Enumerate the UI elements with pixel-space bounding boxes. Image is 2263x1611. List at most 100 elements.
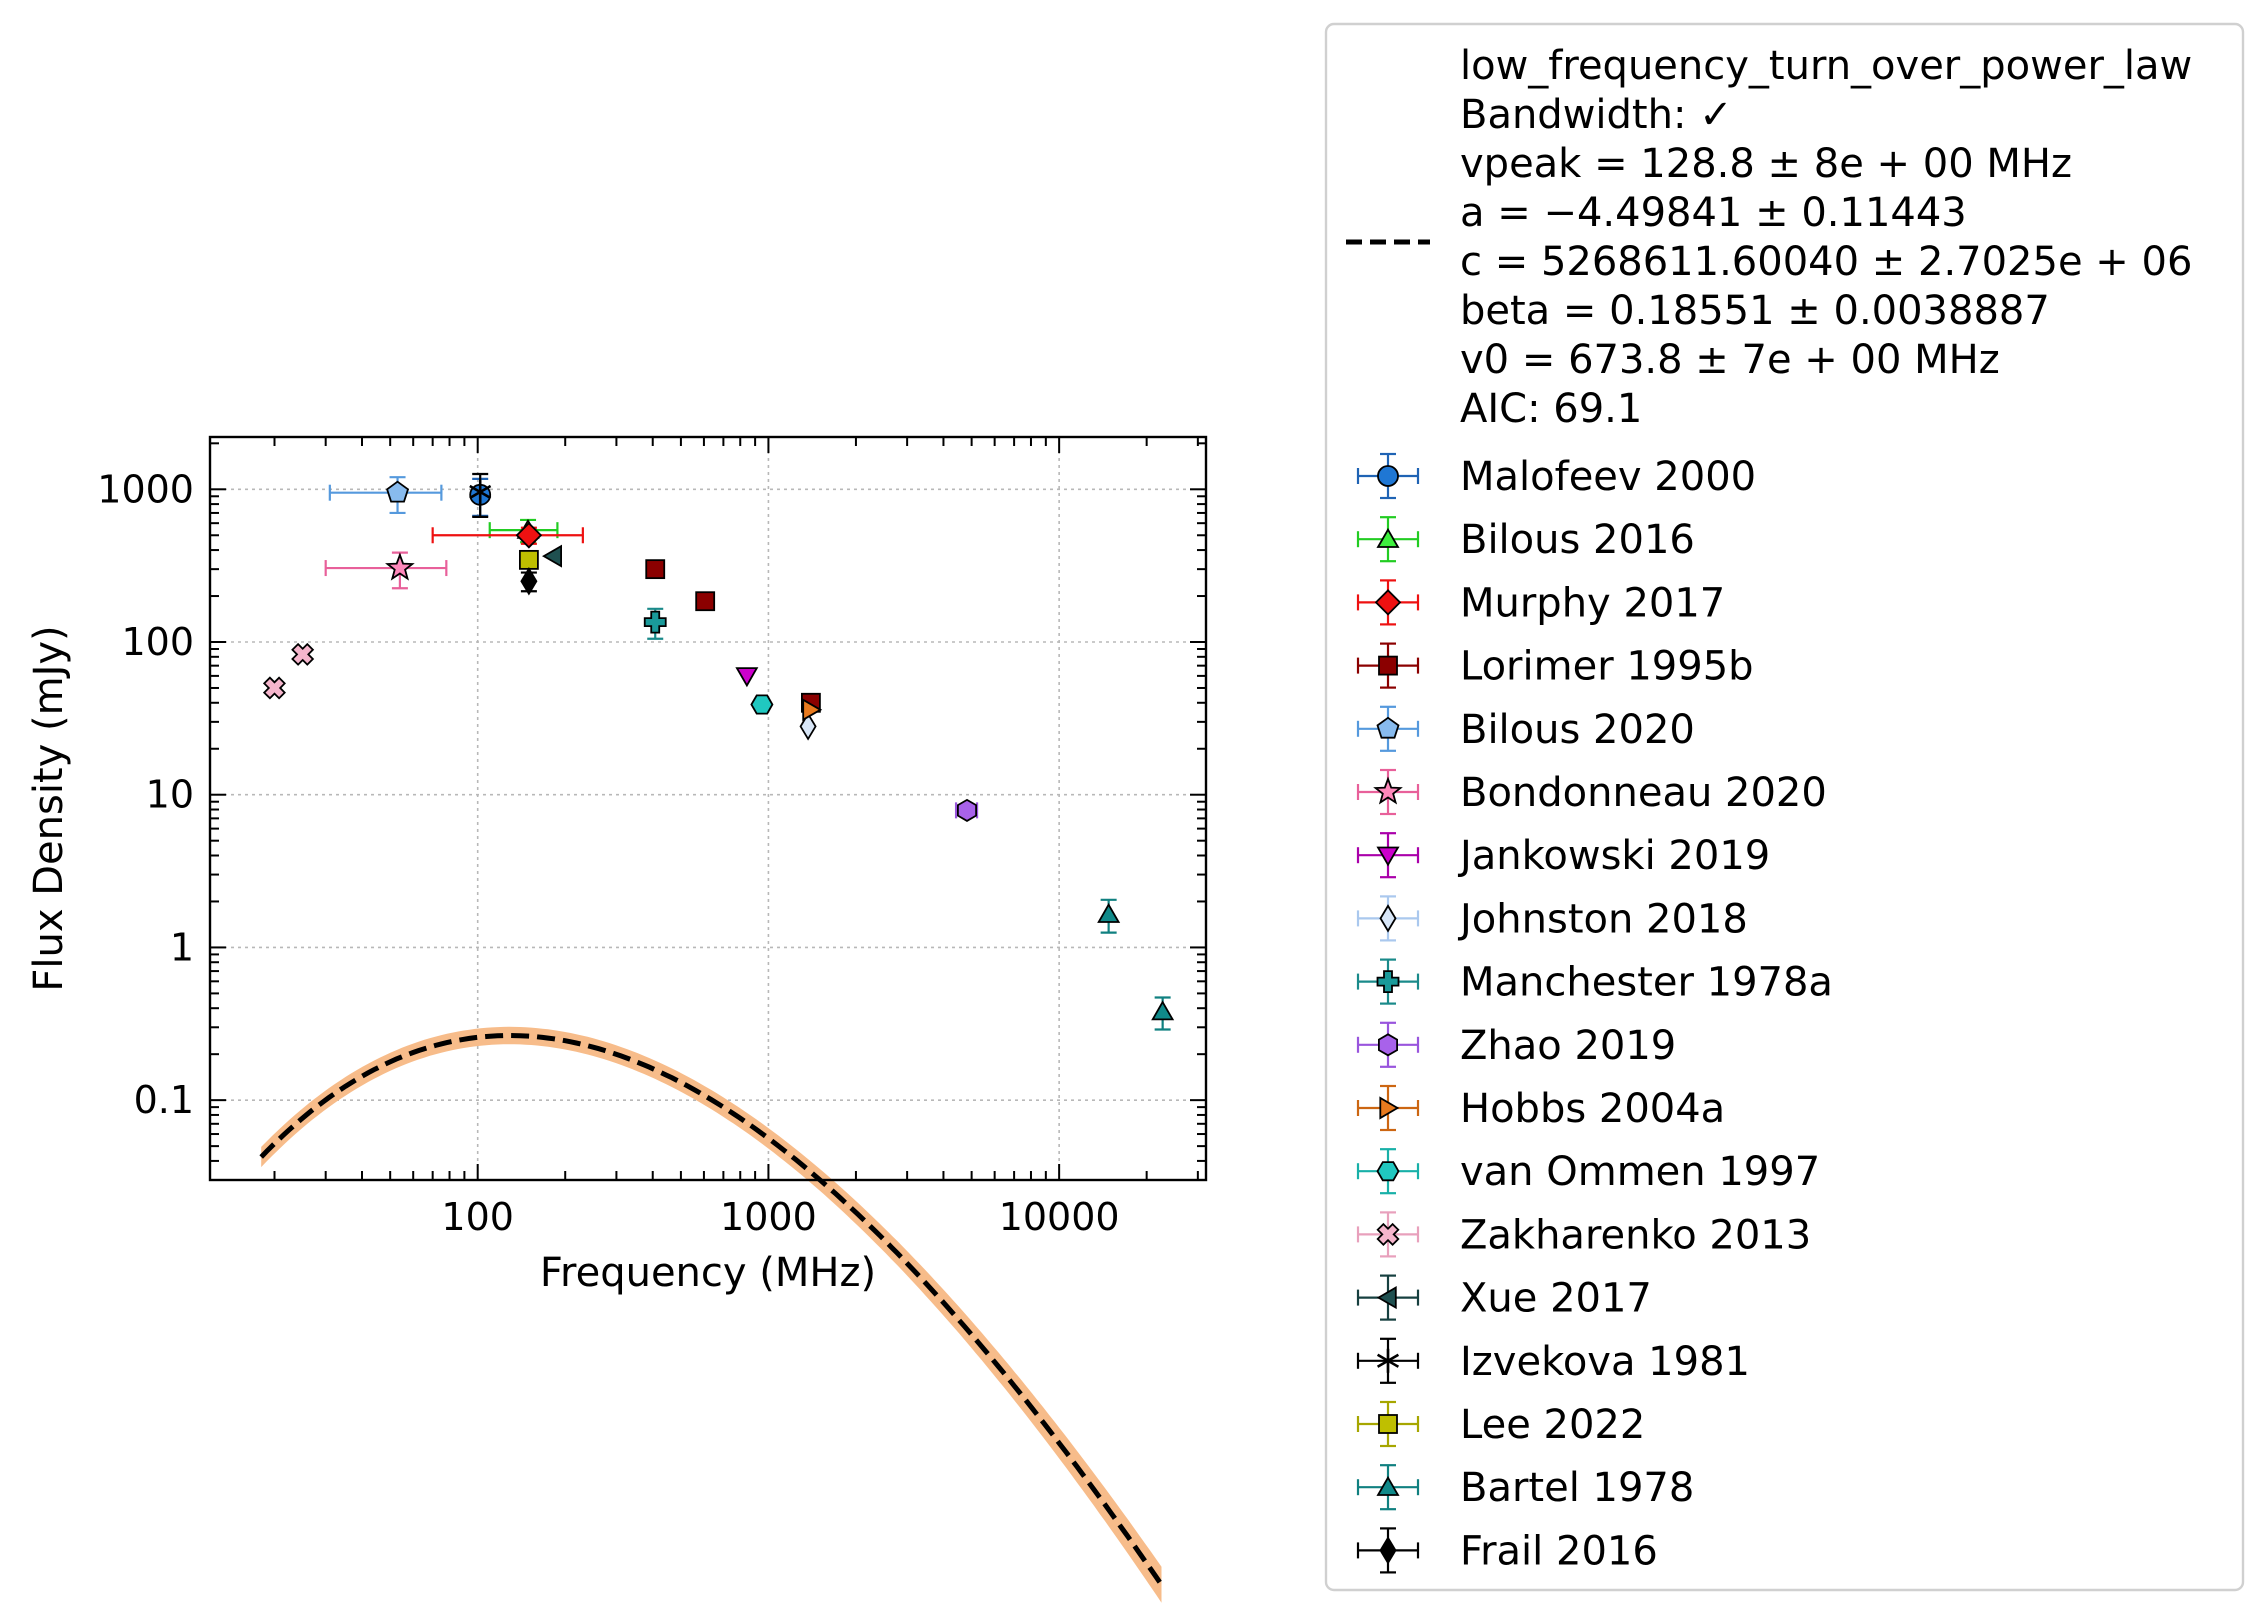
legend-label: Zhao 2019 <box>1460 1023 1676 1069</box>
data-point-shape <box>643 610 667 634</box>
fit-uncertainty-band <box>261 1026 1162 1603</box>
data-point-shape <box>1151 1000 1175 1021</box>
legend-label: Malofeev 2000 <box>1460 454 1756 500</box>
series-9 <box>954 798 979 822</box>
legend-marker <box>1376 970 1400 993</box>
data-point-shape <box>385 552 415 581</box>
data-point <box>802 698 823 722</box>
legend-entry-2: Murphy 2017 <box>1356 579 1725 626</box>
y-tick-label: 0.1 <box>134 1078 194 1122</box>
data-point <box>695 591 716 612</box>
data-point-shape <box>386 480 410 503</box>
legend-marker-shape <box>1376 1222 1400 1246</box>
legend-label: van Ommen 1997 <box>1460 1149 1820 1195</box>
legend-label: Xue 2017 <box>1460 1276 1652 1322</box>
legend-box <box>1324 22 2245 1592</box>
data-point <box>515 522 543 549</box>
x-tick-label: 1000 <box>720 1195 817 1239</box>
legend-entry-14: Izvekova 1981 <box>1356 1337 1750 1385</box>
legend-marker-shape <box>1376 846 1400 867</box>
data-point <box>643 610 667 634</box>
data-point-shape <box>1097 902 1121 923</box>
data-point-shape <box>541 544 562 568</box>
series-7 <box>799 712 817 741</box>
legend-marker-shape <box>1378 1033 1398 1057</box>
data-point-shape <box>799 712 817 741</box>
legend-label: Jankowski 2019 <box>1457 833 1770 879</box>
series-10 <box>802 698 823 722</box>
plot-area: 100 1000 10000 0.1 1 10 100 1000 Frequency (MHz)… <box>26 435 1208 1603</box>
legend-fit-text: Bandwidth: ✓ <box>1460 92 1733 138</box>
legend-marker <box>1378 1033 1398 1057</box>
legend-marker-shape <box>1373 776 1403 805</box>
legend-marker-shape <box>1376 1286 1397 1310</box>
legend-marker <box>1374 589 1402 616</box>
data-point <box>1097 902 1121 923</box>
legend-marker-shape <box>1376 970 1400 993</box>
legend-marker-shape <box>1376 1475 1400 1496</box>
legend-marker-shape <box>1379 1536 1397 1565</box>
legend-fit-text: vpeak = 128.8 ± 8e + 00 MHz <box>1460 141 2072 187</box>
legend-label: Lee 2022 <box>1460 1402 1645 1448</box>
legend-entry-7: Johnston 2018 <box>1356 895 1748 942</box>
data-point-shape <box>735 667 759 688</box>
data-point-shape <box>957 798 977 822</box>
legend-fit-text: a = −4.49841 ± 0.11443 <box>1460 190 1967 236</box>
data-point <box>957 798 977 822</box>
legend-label: Bartel 1978 <box>1460 1465 1694 1511</box>
legend-entry-13: Xue 2017 <box>1356 1274 1652 1322</box>
legend-entry-17: Frail 2016 <box>1356 1527 1658 1574</box>
legend-label: Lorimer 1995b <box>1460 644 1754 690</box>
legend-entry-12: Zakharenko 2013 <box>1356 1211 1811 1258</box>
series-4 <box>328 476 443 515</box>
series-12 <box>262 642 315 700</box>
data-point-shape <box>518 549 539 570</box>
legend-entry-15: Lee 2022 <box>1356 1400 1645 1448</box>
series-13 <box>541 544 562 568</box>
legend-fit-text: beta = 0.18551 ± 0.0038887 <box>1460 288 2050 334</box>
legend-marker-shape <box>1376 1353 1400 1368</box>
legend-label: Frail 2016 <box>1460 1528 1658 1574</box>
legend-fit-text: v0 = 673.8 ± 7e + 00 MHz <box>1460 337 2000 383</box>
series-6 <box>735 667 759 688</box>
series-17 <box>520 566 538 596</box>
y-tick-label: 1 <box>170 925 194 969</box>
x-tick-label: 100 <box>441 1195 514 1239</box>
data-point <box>386 480 410 503</box>
legend-marker-shape <box>1376 1161 1400 1182</box>
legend-marker <box>1376 1475 1400 1496</box>
legend-marker <box>1373 776 1403 805</box>
series-15 <box>518 549 539 570</box>
legend-marker-shape <box>1378 1414 1398 1434</box>
legend-entry-6: Jankowski 2019 <box>1356 832 1770 879</box>
x-axis-label: Frequency (MHz) <box>540 1250 876 1296</box>
legend-label: Hobbs 2004a <box>1460 1086 1725 1132</box>
legend-marker-shape <box>1377 465 1399 487</box>
legend-marker <box>1376 716 1400 739</box>
data-point <box>541 544 562 568</box>
data-point <box>385 552 415 581</box>
legend-fit-text: low_frequency_turn_over_power_law <box>1460 43 2192 89</box>
legend-marker <box>1376 846 1400 867</box>
series-3 <box>645 559 821 713</box>
data-point-shape <box>520 566 538 596</box>
x-tick-label: 10000 <box>999 1195 1120 1239</box>
legend-marker <box>1379 904 1397 933</box>
data-point-shape <box>262 676 286 700</box>
legend-entry-3: Lorimer 1995b <box>1356 642 1754 690</box>
legend-marker <box>1378 1414 1398 1434</box>
legend-marker-shape <box>1378 655 1398 676</box>
legend-marker-shape <box>1376 716 1400 739</box>
data-point-shape <box>291 642 315 666</box>
legend-entry-10: Hobbs 2004a <box>1356 1084 1725 1132</box>
legend-marker <box>1378 655 1398 676</box>
legend-entry-5: Bondonneau 2020 <box>1356 768 1827 816</box>
data-point-shape <box>750 694 774 715</box>
legend: low_frequency_turn_over_power_lawBandwid… <box>1324 22 2245 1592</box>
y-tick-label: 1000 <box>97 467 194 511</box>
legend-entry-1: Bilous 2016 <box>1356 516 1695 563</box>
legend-marker <box>1377 465 1399 487</box>
axes-frame <box>208 435 1208 1182</box>
legend-label: Bilous 2016 <box>1460 517 1695 563</box>
data-point <box>262 676 286 700</box>
